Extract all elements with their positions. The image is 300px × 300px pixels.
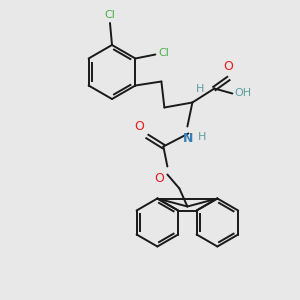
Text: O: O <box>134 121 144 134</box>
Text: H: H <box>197 133 206 142</box>
Text: OH: OH <box>234 88 251 98</box>
Text: O: O <box>154 172 164 185</box>
Text: Cl: Cl <box>158 49 169 58</box>
Text: Cl: Cl <box>105 10 116 20</box>
Text: O: O <box>224 61 233 74</box>
Text: N: N <box>183 133 194 146</box>
Text: H: H <box>195 85 204 94</box>
